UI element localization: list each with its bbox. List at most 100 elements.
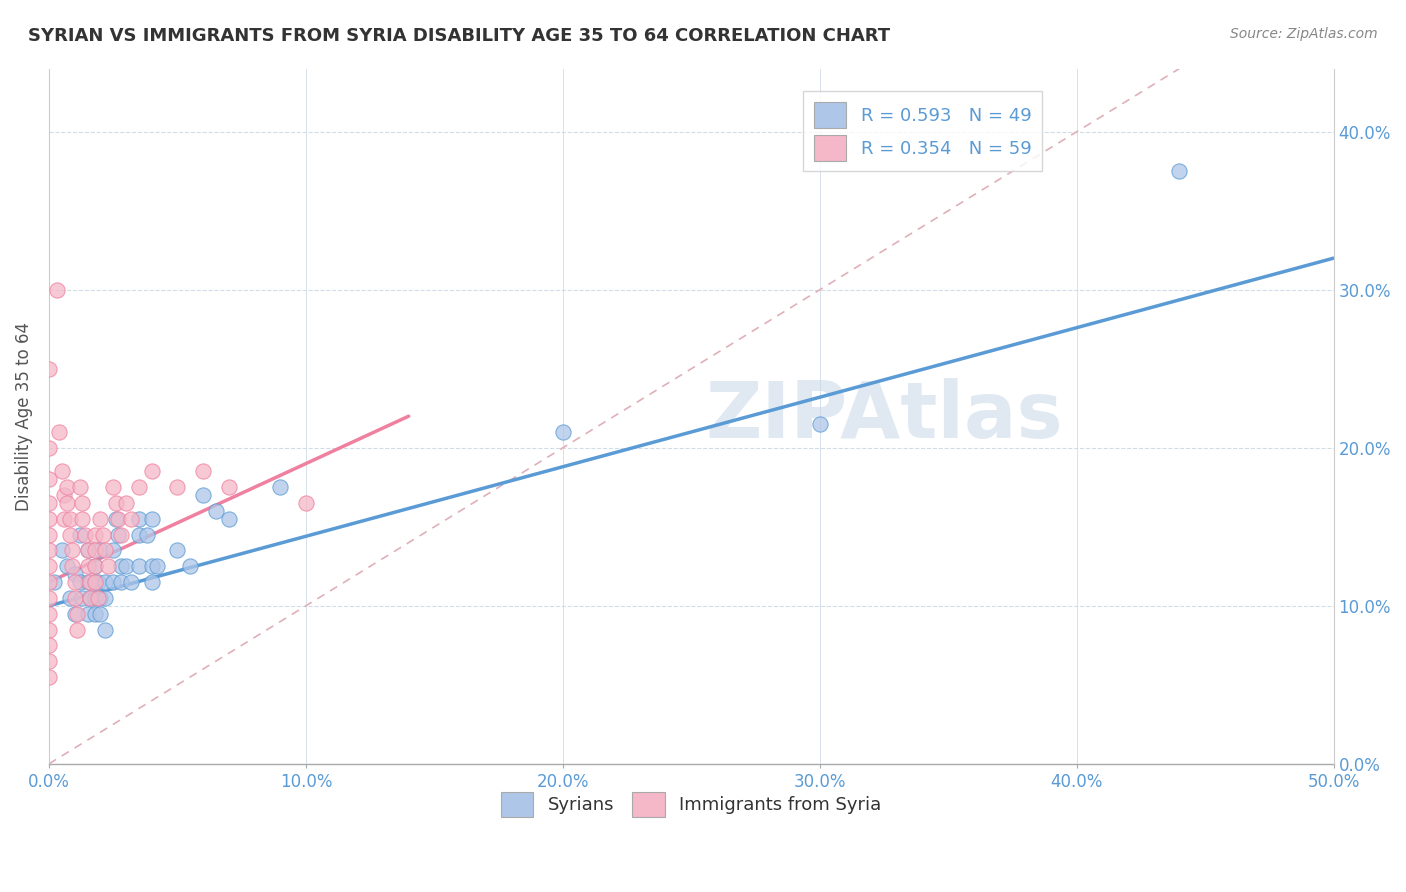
Point: [56, 480, 79, 494]
Point: [94, 575, 117, 590]
Point: [120, 575, 142, 590]
Point: [63, 607, 86, 621]
Point: [79, 591, 101, 605]
Point: [63, 591, 86, 605]
Point: [69, 527, 91, 541]
Point: [66, 623, 89, 637]
Point: [107, 512, 129, 526]
Point: [38, 527, 60, 541]
Point: [84, 575, 107, 590]
Point: [120, 512, 142, 526]
Point: [60, 543, 83, 558]
Point: [69, 575, 91, 590]
Point: [94, 543, 117, 558]
Point: [79, 591, 101, 605]
Point: [53, 488, 76, 502]
Point: [128, 480, 150, 494]
Point: [45, 283, 67, 297]
Point: [218, 480, 240, 494]
Point: [87, 591, 110, 605]
Point: [51, 465, 73, 479]
Point: [79, 575, 101, 590]
Point: [115, 496, 138, 510]
Point: [76, 543, 98, 558]
Point: [89, 591, 111, 605]
Point: [60, 559, 83, 574]
Point: [110, 559, 132, 574]
Point: [141, 512, 163, 526]
Point: [38, 623, 60, 637]
Point: [89, 512, 111, 526]
Point: [48, 425, 70, 439]
Point: [84, 543, 107, 558]
Point: [38, 496, 60, 510]
Point: [72, 496, 94, 510]
Point: [56, 496, 79, 510]
Point: [76, 543, 98, 558]
Point: [38, 559, 60, 574]
Point: [89, 607, 111, 621]
Point: [42, 575, 65, 590]
Point: [295, 496, 318, 510]
Point: [97, 559, 120, 574]
Point: [58, 591, 80, 605]
Point: [76, 607, 98, 621]
Point: [110, 575, 132, 590]
Point: [103, 480, 125, 494]
Point: [38, 654, 60, 668]
Point: [141, 575, 163, 590]
Point: [84, 575, 107, 590]
Point: [38, 441, 60, 455]
Point: [84, 607, 107, 621]
Point: [808, 417, 831, 431]
Point: [73, 527, 96, 541]
Point: [84, 559, 107, 574]
Point: [191, 488, 214, 502]
Point: [87, 575, 110, 590]
Point: [84, 559, 107, 574]
Point: [56, 559, 79, 574]
Point: [38, 575, 60, 590]
Point: [38, 512, 60, 526]
Point: [269, 480, 291, 494]
Point: [218, 512, 240, 526]
Point: [38, 543, 60, 558]
Point: [146, 559, 169, 574]
Point: [91, 527, 114, 541]
Point: [115, 559, 138, 574]
Point: [103, 575, 125, 590]
Y-axis label: Disability Age 35 to 64: Disability Age 35 to 64: [15, 322, 32, 511]
Point: [128, 512, 150, 526]
Point: [107, 527, 129, 541]
Point: [104, 512, 127, 526]
Point: [84, 527, 107, 541]
Point: [94, 623, 117, 637]
Point: [135, 527, 157, 541]
Point: [205, 504, 228, 518]
Point: [69, 480, 91, 494]
Point: [58, 527, 80, 541]
Point: [38, 638, 60, 652]
Point: [76, 559, 98, 574]
Point: [38, 670, 60, 684]
Point: [76, 575, 98, 590]
Point: [141, 559, 163, 574]
Point: [38, 361, 60, 376]
Point: [191, 465, 214, 479]
Text: Source: ZipAtlas.com: Source: ZipAtlas.com: [1230, 27, 1378, 41]
Point: [38, 472, 60, 486]
Legend: Syrians, Immigrants from Syria: Syrians, Immigrants from Syria: [494, 784, 889, 824]
Point: [94, 591, 117, 605]
Point: [89, 543, 111, 558]
Text: SYRIAN VS IMMIGRANTS FROM SYRIA DISABILITY AGE 35 TO 64 CORRELATION CHART: SYRIAN VS IMMIGRANTS FROM SYRIA DISABILI…: [28, 27, 890, 45]
Point: [66, 607, 89, 621]
Point: [51, 543, 73, 558]
Point: [551, 425, 574, 439]
Point: [141, 465, 163, 479]
Point: [63, 575, 86, 590]
Point: [63, 567, 86, 582]
Point: [166, 480, 188, 494]
Point: [72, 591, 94, 605]
Point: [110, 527, 132, 541]
Point: [38, 591, 60, 605]
